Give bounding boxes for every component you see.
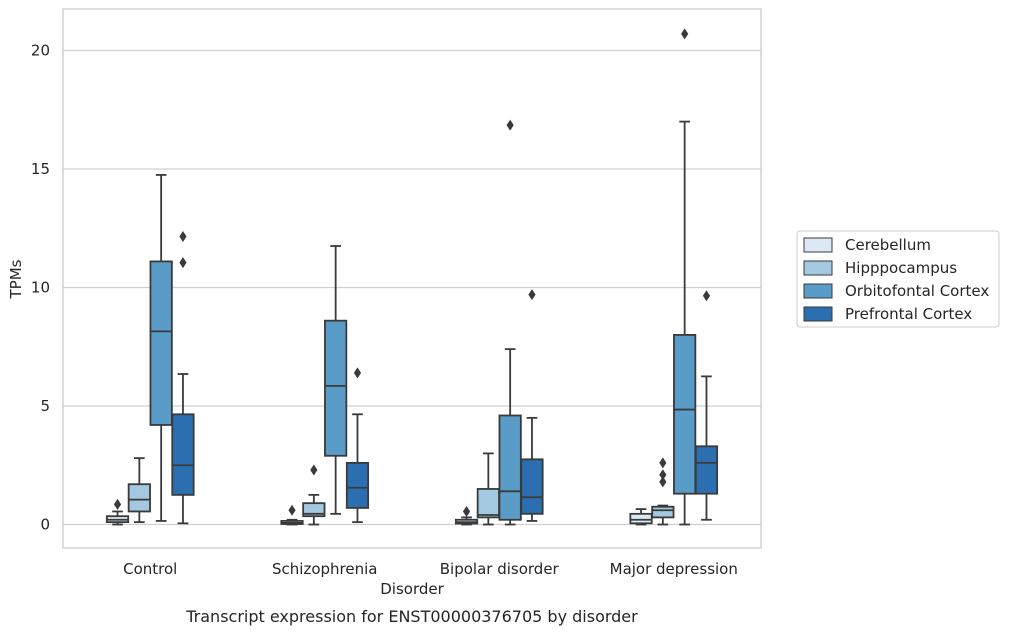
outlier-point xyxy=(310,464,318,476)
box-prefrontal-cortex xyxy=(694,290,719,521)
box-cerebellum xyxy=(280,504,304,526)
box-iqr xyxy=(324,319,348,457)
box-prefrontal-cortex xyxy=(520,289,544,522)
x-axis-title: Disorder xyxy=(380,580,444,598)
box-orbitofontal-cortex xyxy=(673,28,697,526)
outlier-point xyxy=(659,476,667,488)
x-tick-labels: Control Schizophrenia Bipolar disorder Majo… xyxy=(123,560,738,578)
box-orbitofontal-cortex xyxy=(149,174,173,522)
chart-caption: Transcript expression for ENST0000037670… xyxy=(185,607,638,626)
box-iqr xyxy=(520,458,544,515)
box-iqr xyxy=(149,260,173,426)
box-prefrontal-cortex xyxy=(345,367,370,524)
y-tick-labels: 0 5 10 15 20 xyxy=(31,42,50,534)
box-iqr xyxy=(345,461,370,509)
legend-swatch xyxy=(803,306,833,322)
legend: Cerebellum Hipppocampus Orbitofontal Corte… xyxy=(796,230,1000,328)
box-cerebellum xyxy=(105,498,130,526)
legend-label: Hipppocampus xyxy=(845,259,957,277)
legend-frame xyxy=(796,230,1000,328)
y-axis-title: TPMs xyxy=(7,259,25,299)
y-tick-label: 15 xyxy=(31,160,50,178)
outlier-point xyxy=(506,119,514,131)
outlier-point xyxy=(681,28,689,40)
box-hipppocampus xyxy=(651,457,675,526)
box-iqr xyxy=(498,414,522,521)
outlier-point xyxy=(113,498,122,510)
legend-swatch xyxy=(803,260,833,276)
x-tick-label: Schizophrenia xyxy=(272,560,377,578)
y-tick-label: 0 xyxy=(40,516,50,534)
outlier-point xyxy=(179,231,187,243)
x-tick-label: Bipolar disorder xyxy=(440,560,560,578)
legend-label: Prefrontal Cortex xyxy=(845,305,972,323)
box-iqr xyxy=(629,512,653,525)
box-groups xyxy=(105,28,719,526)
box-cerebellum xyxy=(629,508,653,526)
legend-label: Orbitofontal Cortex xyxy=(845,282,989,300)
outlier-point xyxy=(659,469,667,481)
box-prefrontal-cortex xyxy=(171,231,195,525)
outlier-point xyxy=(702,290,711,302)
box-cerebellum xyxy=(454,505,479,526)
x-tick-label: Major depression xyxy=(610,560,738,578)
legend-swatch xyxy=(803,283,833,299)
box-hipppocampus xyxy=(302,464,326,526)
outlier-point xyxy=(462,505,471,517)
y-tick-label: 10 xyxy=(31,279,50,297)
outlier-point xyxy=(528,289,536,301)
box-hipppocampus xyxy=(127,457,151,524)
outlier-point xyxy=(353,367,362,379)
legend-label: Cerebellum xyxy=(845,236,931,254)
box-iqr xyxy=(651,505,675,519)
box-iqr xyxy=(694,445,719,495)
box-iqr xyxy=(171,413,195,496)
box-hipppocampus xyxy=(476,452,500,526)
outlier-point xyxy=(659,457,667,469)
box-iqr xyxy=(127,483,151,513)
outlier-point xyxy=(288,504,296,516)
box-orbitofontal-cortex xyxy=(498,119,522,526)
box-iqr xyxy=(673,333,697,495)
x-tick-label: Control xyxy=(123,560,177,578)
outlier-point xyxy=(179,257,187,269)
plot-frame xyxy=(62,8,762,549)
box-orbitofontal-cortex xyxy=(324,245,348,515)
legend-swatch xyxy=(803,237,833,253)
y-tick-label: 5 xyxy=(40,397,50,415)
y-tick-label: 20 xyxy=(31,42,50,60)
box-iqr xyxy=(476,488,500,519)
